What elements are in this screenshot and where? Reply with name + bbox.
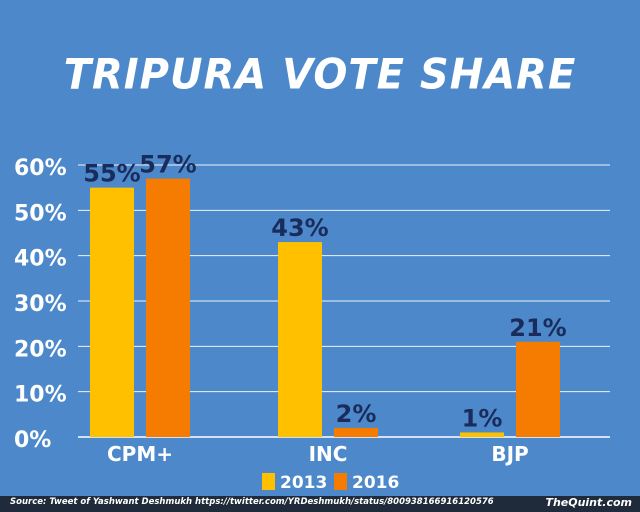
legend-label: 2016: [352, 473, 399, 493]
bar-2013-bjp: [460, 432, 504, 437]
legend-swatch-2013: [262, 473, 275, 490]
y-tick-label: 50%: [14, 201, 67, 226]
footer-bar: Source: Tweet of Yashwant Deshmukh https…: [0, 496, 640, 512]
data-label: 21%: [509, 314, 566, 342]
bar-2016-inc: [334, 427, 378, 437]
y-tick-label: 40%: [14, 247, 67, 272]
data-label: 57%: [139, 151, 196, 179]
data-label: 2%: [336, 400, 377, 428]
bar-2013-cpm: [90, 187, 134, 437]
x-tick-label: INC: [309, 442, 348, 466]
y-tick-label: 0%: [14, 428, 51, 453]
data-label: 55%: [83, 160, 140, 188]
y-tick-label: 60%: [14, 156, 67, 181]
bar-2013-inc: [278, 242, 322, 437]
bar-2016-bjp: [516, 341, 560, 437]
chart-title: TRIPURA VOTE SHARE: [63, 50, 577, 100]
y-tick-label: 10%: [14, 383, 67, 408]
bar-2016-cpm: [146, 178, 190, 437]
legend-label: 2013: [280, 473, 327, 493]
data-label: 1%: [462, 404, 503, 432]
brand-logo: TheQuint.com: [545, 496, 632, 509]
x-tick-label: BJP: [491, 442, 528, 466]
y-tick-label: 20%: [14, 337, 67, 362]
bar-chart: 0% 10% 20% 30% 40% 50% 60% 55%57% CPM+ 43% 2% INC 1%…: [14, 151, 610, 493]
source-note: Source: Tweet of Yashwant Deshmukh https…: [10, 497, 494, 507]
data-label: 43%: [271, 214, 328, 242]
y-tick-label: 30%: [14, 292, 67, 317]
legend-swatch-2016: [334, 473, 347, 490]
x-tick-label: CPM+: [107, 442, 173, 466]
